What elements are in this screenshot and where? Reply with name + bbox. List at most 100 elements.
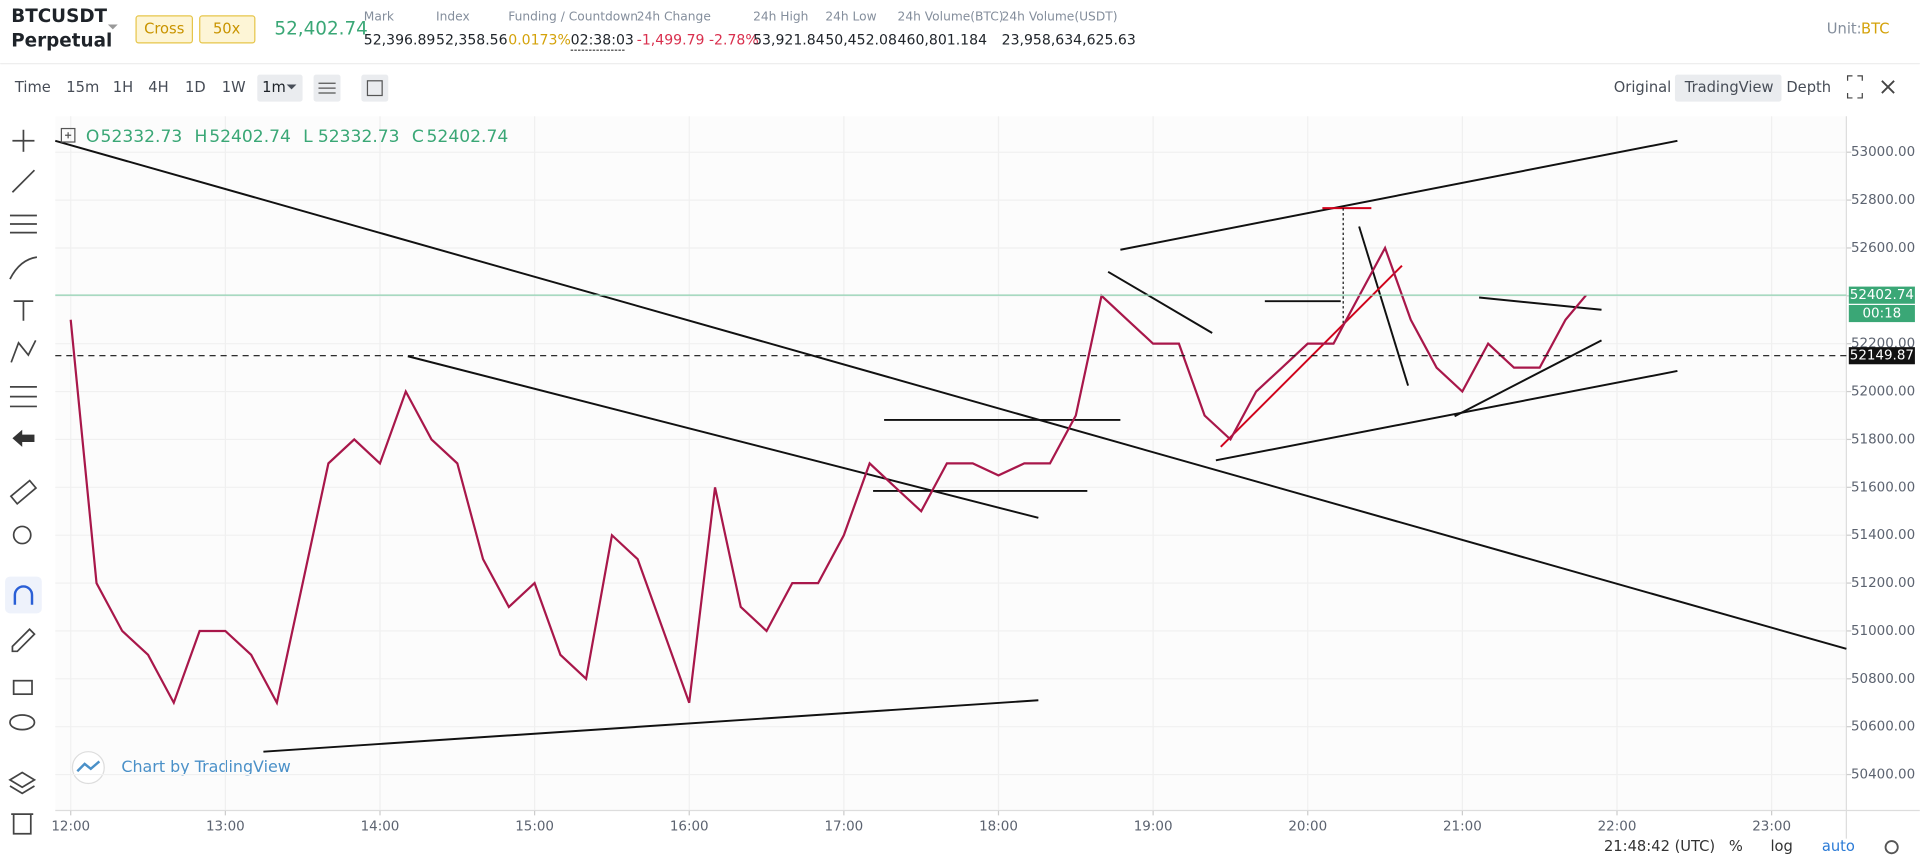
x-tick-label: 20:00 [1288, 819, 1327, 834]
tool-icon[interactable] [366, 80, 383, 97]
interval[interactable]: 1H [113, 79, 133, 96]
stat-value: -1,499.79 -2.78% [637, 32, 759, 48]
trend-line [263, 699, 1039, 753]
axis-option[interactable]: % [1729, 838, 1743, 855]
y-tick-label: 51800.00 [1851, 432, 1915, 447]
selected-bg[interactable] [257, 74, 303, 102]
view-tab[interactable]: Original [1614, 79, 1671, 96]
trend-line [1358, 226, 1410, 386]
icon[interactable] [9, 386, 37, 408]
stat-label: Funding / Countdown [508, 10, 638, 24]
icon[interactable] [8, 771, 37, 795]
interval[interactable]: 1D [185, 79, 206, 96]
ohlc-value: 52332.73 [318, 127, 400, 147]
axis-option[interactable]: log [1770, 838, 1792, 855]
legend-icon[interactable] [60, 127, 76, 143]
x-tick-label: 16:00 [670, 819, 709, 834]
y-tick-label: 51600.00 [1851, 480, 1915, 495]
x-tick-label: 23:00 [1752, 819, 1791, 834]
interval[interactable]: 4H [148, 79, 168, 96]
stat-value: 50,452.08 [825, 32, 897, 48]
watermark: Chart by TradingView [71, 751, 291, 785]
axis-option[interactable]: auto [1822, 838, 1855, 855]
interval[interactable]: Time [14, 79, 51, 96]
icon[interactable] [9, 214, 37, 234]
countdown-tag [1848, 304, 1915, 323]
trend-line [1215, 369, 1678, 462]
stat-label: 24h Low [825, 10, 876, 24]
y-tick-label: 52800.00 [1851, 193, 1915, 208]
icon[interactable] [11, 813, 34, 835]
ohlc-label: C [412, 127, 424, 147]
y-tick-label: 52000.00 [1851, 385, 1915, 400]
leverage[interactable]: 50x [213, 20, 241, 37]
last-price: 52,402.74 [274, 18, 367, 39]
y-tick-label: 50400.00 [1851, 768, 1915, 783]
tool-icon[interactable] [361, 74, 389, 102]
x-tick-label: 15:00 [515, 819, 554, 834]
icon[interactable] [12, 429, 35, 447]
trend-lines [55, 139, 1847, 753]
icon[interactable] [9, 714, 36, 731]
ohlc-label: O [86, 127, 99, 147]
trend-line [1107, 270, 1213, 334]
ohlc-value: 52332.73 [101, 127, 183, 147]
margin-mode[interactable]: Cross [144, 20, 184, 37]
icon[interactable] [11, 169, 36, 193]
icon[interactable] [9, 256, 38, 280]
icon[interactable] [13, 300, 34, 321]
icon[interactable] [10, 339, 37, 363]
stat-value: 52,358.56 [436, 32, 508, 48]
y-tick-label: 51400.00 [1851, 528, 1915, 543]
ohlc-value: 52402.74 [427, 127, 509, 147]
tool-icon[interactable] [318, 82, 336, 94]
stat-label: 24h Change [637, 10, 711, 24]
x-tick-label: 21:00 [1443, 819, 1482, 834]
interval-selected[interactable]: 1m [262, 79, 286, 96]
close-icon[interactable] [1881, 80, 1895, 94]
fullscreen-icon[interactable] [1846, 75, 1863, 99]
stat-value: 52,396.89 [364, 32, 436, 48]
last-price-label: 52402.74 [1850, 288, 1914, 303]
stat-label: 24h Volume(BTC) [898, 10, 1004, 24]
countdown-label: 00:18 [1862, 307, 1901, 322]
x-tick-label: 14:00 [361, 819, 400, 834]
y-tick-label: 52600.00 [1851, 241, 1915, 256]
stat-value: 02:38:03 [571, 32, 634, 48]
view-active-bg[interactable] [1674, 74, 1782, 102]
stat-label: 24h Volume(USDT) [1002, 10, 1118, 24]
stat-value: 53,921.84 [753, 32, 825, 48]
icon-active[interactable] [5, 576, 42, 614]
ohlc-value: 52402.74 [209, 127, 291, 147]
icon[interactable] [12, 525, 32, 545]
ohlc-label: H [195, 127, 208, 147]
x-tick-label: 22:00 [1598, 819, 1637, 834]
icon[interactable] [13, 585, 34, 605]
ohlc-label: L [303, 127, 313, 147]
view-tab[interactable]: Depth [1786, 79, 1831, 96]
stat-value: 23,958,634,625.63 [1002, 32, 1136, 48]
drawing-toolbar [5, 129, 42, 835]
caret[interactable] [286, 84, 297, 90]
interval[interactable]: 1W [222, 79, 246, 96]
settings-icon[interactable] [1884, 840, 1899, 855]
stat-label: 24h High [753, 10, 808, 24]
view-tab[interactable]: TradingView [1684, 79, 1774, 96]
clock: 21:48:42 (UTC) [1604, 838, 1715, 855]
trend-line [1478, 296, 1602, 311]
dropdown[interactable] [107, 24, 118, 30]
y-tick-label: 51000.00 [1851, 624, 1915, 639]
y-tick-label: 51200.00 [1851, 576, 1915, 591]
contract: Perpetual [11, 31, 112, 52]
unit: BTC [1861, 20, 1889, 37]
icon[interactable] [11, 628, 36, 653]
trend-line [55, 139, 1847, 650]
legend-icon[interactable] [65, 132, 72, 139]
button-bg[interactable] [135, 15, 194, 44]
button-bg[interactable] [199, 15, 256, 44]
icon[interactable] [9, 479, 38, 505]
interval[interactable]: 15m [66, 79, 99, 96]
icon[interactable] [12, 679, 33, 696]
